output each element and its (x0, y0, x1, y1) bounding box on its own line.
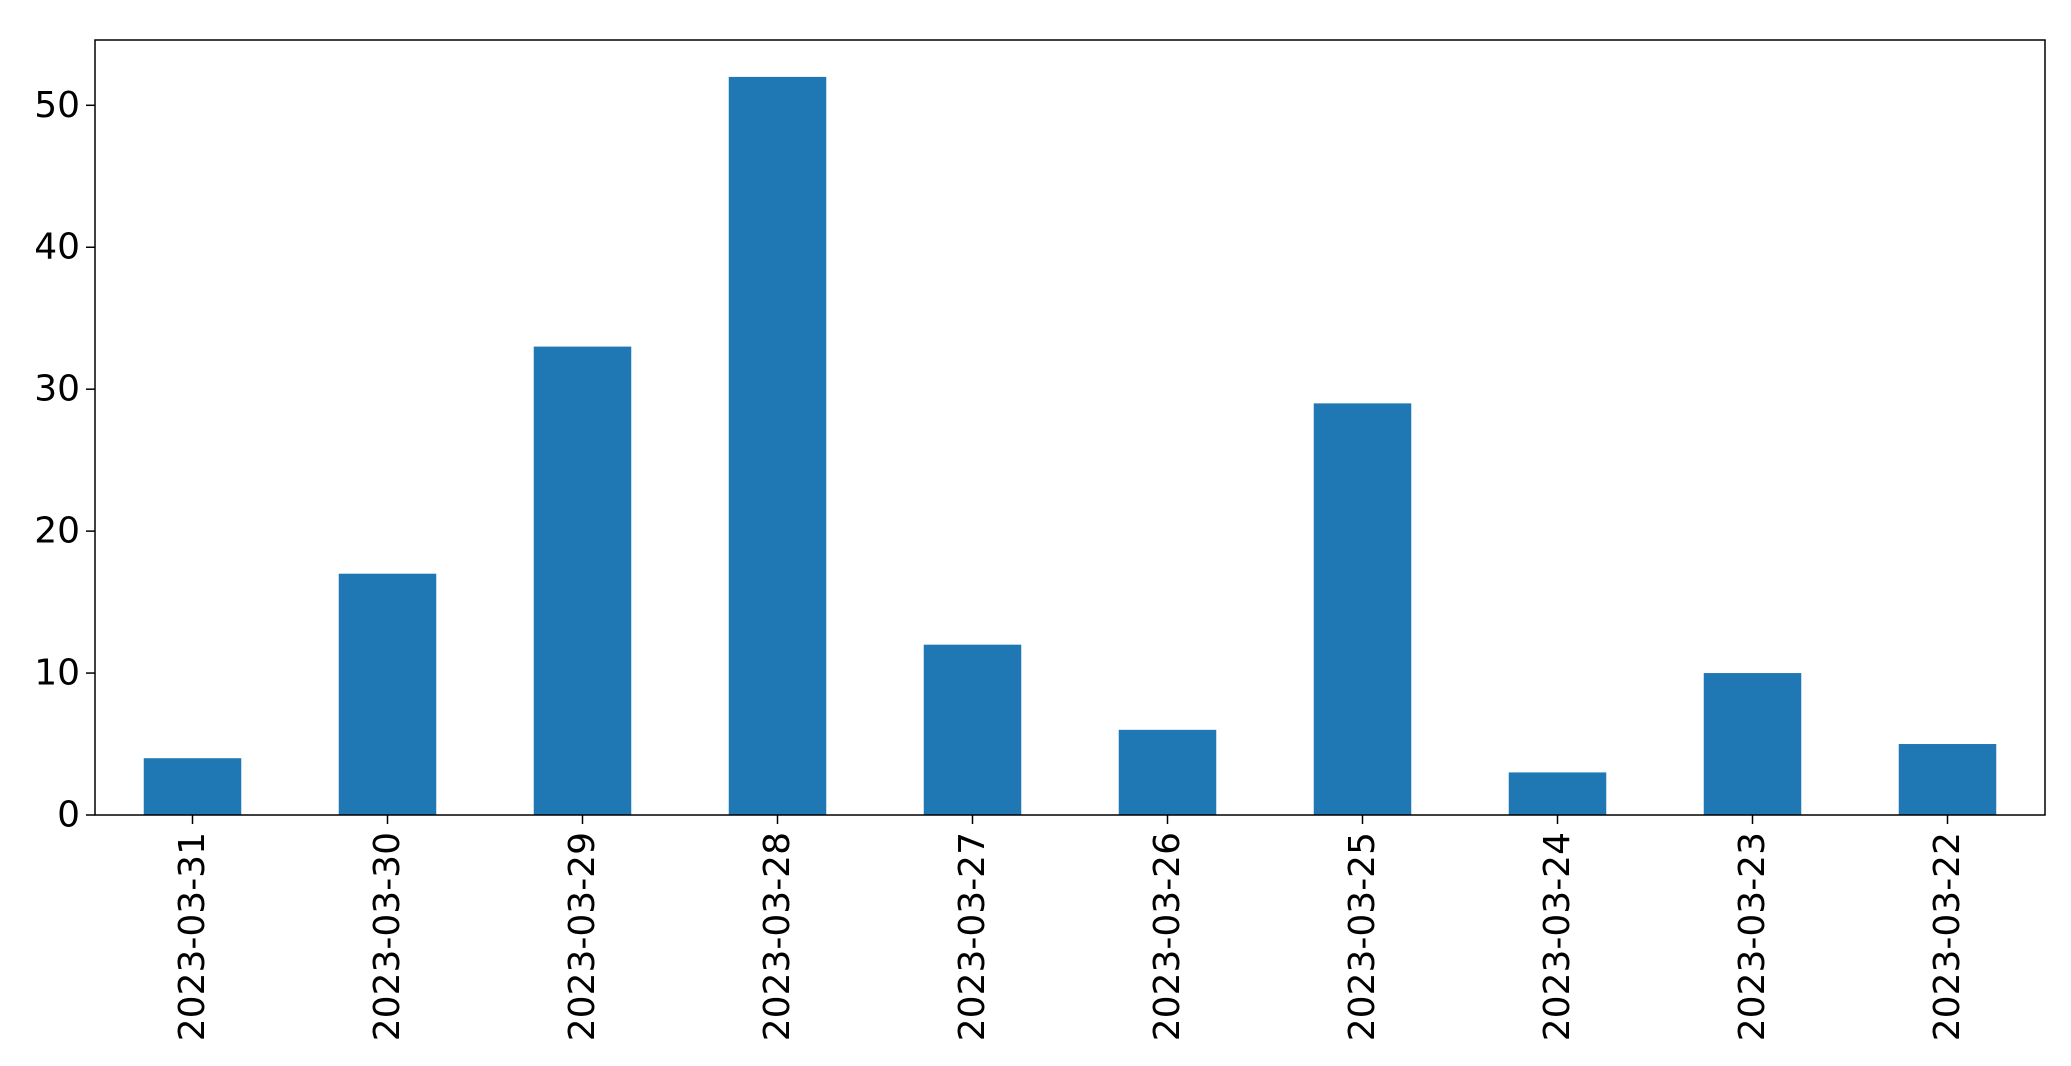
x-tick-label: 2023-03-27 (952, 832, 993, 1041)
bar-2023-03-26 (1118, 729, 1217, 815)
y-tick-label: 40 (34, 227, 80, 268)
bar-2023-03-30 (338, 573, 437, 815)
x-tick-label: 2023-03-22 (1927, 832, 1968, 1041)
bar-2023-03-24 (1508, 772, 1607, 815)
plot-frame (94, 39, 2046, 816)
bars-group (143, 76, 1997, 815)
x-tick-label: 2023-03-31 (172, 832, 213, 1041)
bar-2023-03-23 (1703, 673, 1802, 815)
bar-2023-03-22 (1898, 744, 1997, 815)
bar-2023-03-31 (143, 758, 242, 815)
y-tick-label: 10 (34, 653, 80, 694)
x-tick-label: 2023-03-28 (757, 832, 798, 1041)
x-tick-label: 2023-03-24 (1537, 832, 1578, 1041)
x-tick-label: 2023-03-26 (1147, 832, 1188, 1041)
x-tick-label: 2023-03-23 (1732, 832, 1773, 1041)
x-tick-label: 2023-03-25 (1342, 832, 1383, 1041)
x-tick-label: 2023-03-29 (562, 832, 603, 1041)
x-tick-label: 2023-03-30 (367, 832, 408, 1041)
y-tick-label: 30 (34, 369, 80, 410)
bar-2023-03-28 (728, 76, 827, 815)
bar-2023-03-27 (923, 644, 1022, 815)
bar-2023-03-29 (533, 346, 632, 815)
bar-2023-03-25 (1313, 403, 1412, 815)
y-tick-label: 20 (34, 511, 80, 552)
y-axis: 0 10 20 30 40 50 (34, 85, 95, 836)
y-tick-label: 0 (57, 795, 80, 836)
x-axis: 2023-03-31 2023-03-30 2023-03-29 2023-03-28… (172, 815, 1968, 1041)
y-tick-label: 50 (34, 85, 80, 126)
